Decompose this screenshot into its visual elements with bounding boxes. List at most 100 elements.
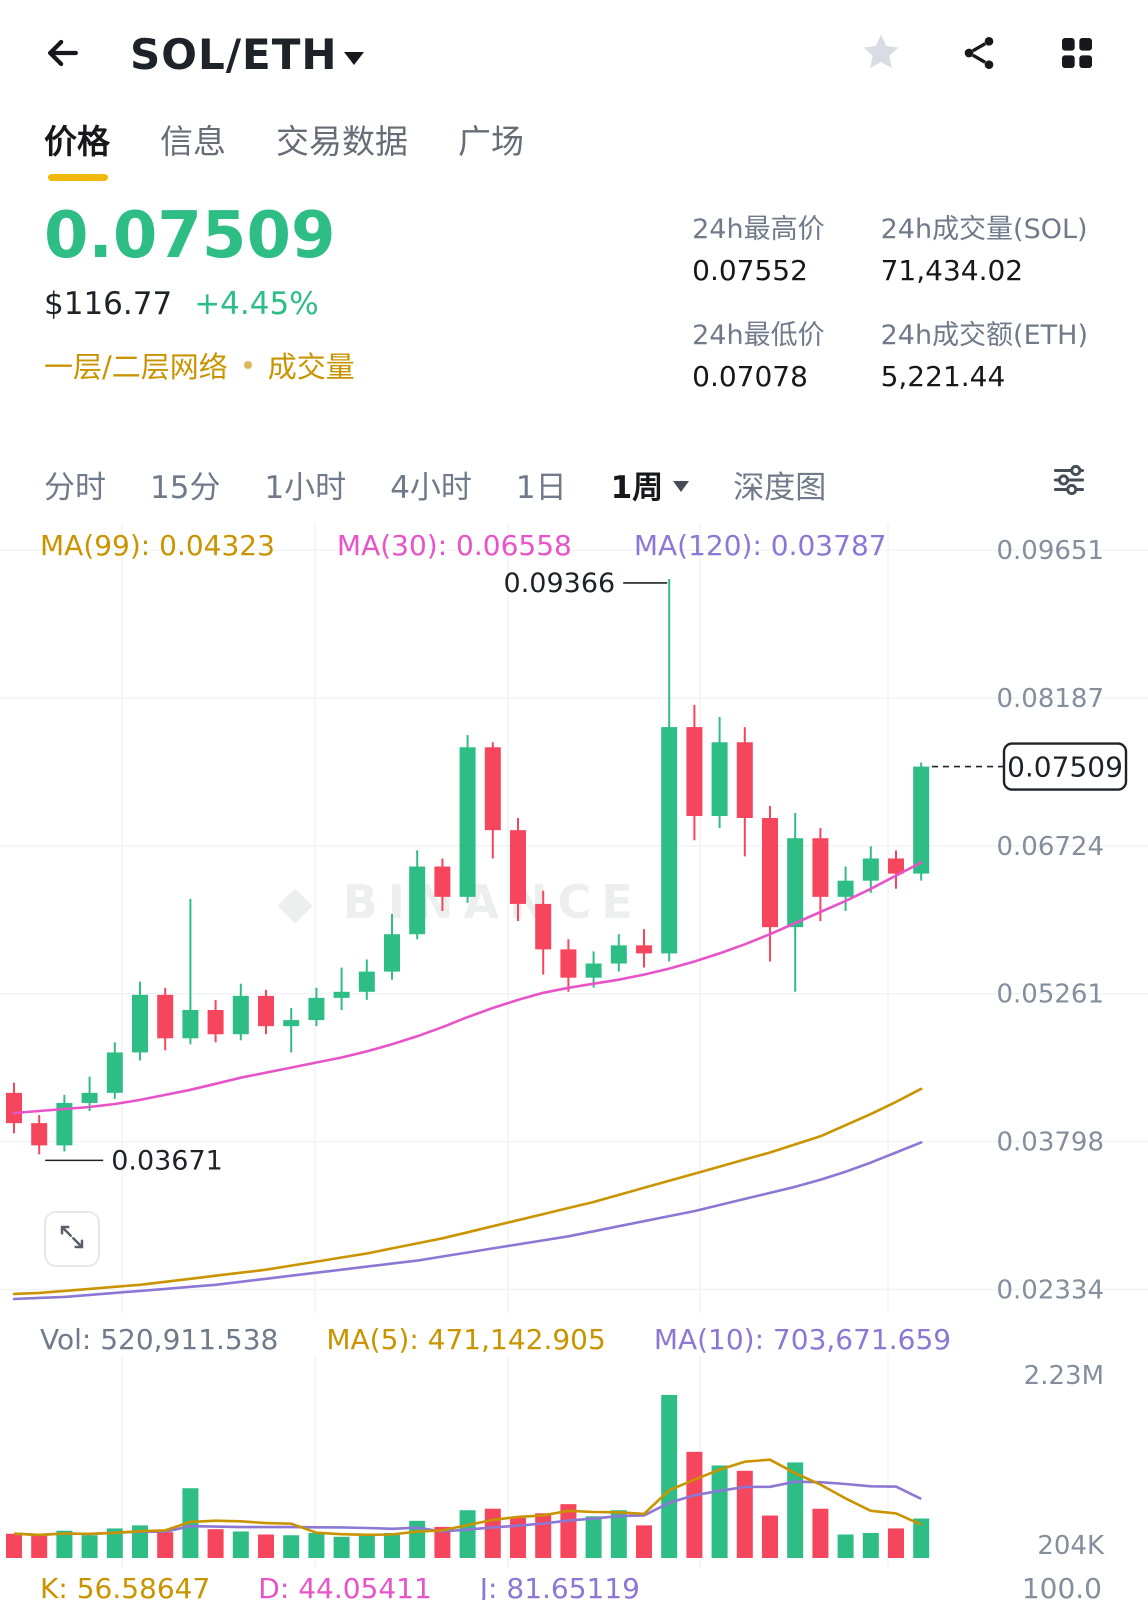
- pair-selector[interactable]: SOL/ETH: [112, 30, 364, 79]
- svg-text:0.08187: 0.08187: [996, 684, 1104, 714]
- volume-bar: [106, 1528, 123, 1558]
- chart-settings-icon: [1050, 461, 1088, 507]
- tf-1w[interactable]: 1周: [611, 462, 690, 507]
- ma120-line: [12, 1141, 923, 1301]
- volume-bar: [132, 1525, 148, 1558]
- candle-body: [283, 1020, 300, 1027]
- ma120-legend: MA(120): 0.03787: [633, 529, 887, 562]
- back-button[interactable]: [40, 32, 86, 78]
- candle-body: [913, 766, 930, 874]
- ma99-legend: MA(99): 0.04323: [40, 529, 275, 562]
- chart-settings-button[interactable]: [1046, 461, 1092, 507]
- volume-bars: [6, 1394, 930, 1558]
- stats-grid: 24h最高价 24h成交量(SOL) 0.07552 71,434.02 24h…: [692, 207, 1088, 419]
- tab-info[interactable]: 信息: [160, 115, 226, 181]
- volume-bar: [207, 1529, 224, 1558]
- volume-axis-max: 2.23M: [1024, 1361, 1104, 1391]
- volume-tag[interactable]: 成交量: [267, 350, 355, 385]
- price-axis-labels: 0.09651 0.08187 0.06724 0.05261 0.03798 0.023…: [996, 536, 1104, 1305]
- volume-bar: [812, 1508, 829, 1558]
- volume-chart[interactable]: 2.23M 204K: [0, 1356, 1148, 1568]
- volume-bar: [358, 1534, 375, 1558]
- tf-label: 1日: [515, 469, 567, 506]
- candle-body: [787, 838, 804, 928]
- candle-body: [484, 747, 501, 831]
- candle-body: [535, 903, 552, 950]
- volume-bar: [81, 1535, 98, 1558]
- candle-body: [510, 830, 526, 904]
- volume-pane: Vol: 520,911.538 MA(5): 471,142.905 MA(1…: [0, 1323, 1148, 1568]
- apps-button[interactable]: [1054, 32, 1100, 78]
- volume-bar: [736, 1470, 753, 1558]
- candle-body: [762, 818, 778, 928]
- network-tag[interactable]: 一层/二层网络: [44, 350, 228, 385]
- svg-text:0.02334: 0.02334: [996, 1275, 1104, 1305]
- candle-body: [6, 1092, 22, 1124]
- candle-body: [157, 994, 174, 1039]
- candle-body: [106, 1052, 123, 1093]
- volume-bar: [6, 1533, 22, 1558]
- expand-icon: [57, 1222, 87, 1256]
- price-summary: 0.07509 $116.77 +4.45% 一层/二层网络 成交量 24h最高…: [0, 181, 1148, 419]
- tab-square[interactable]: 广场: [458, 115, 524, 181]
- candle-body: [560, 949, 577, 978]
- tf-label: 15分: [150, 469, 221, 506]
- tf-15m[interactable]: 15分: [150, 462, 220, 507]
- volume-bar: [258, 1534, 274, 1558]
- grid-lines: [0, 523, 1148, 1313]
- kdj-k-label: K: 56.58647: [40, 1572, 211, 1600]
- volume-bar: [308, 1532, 325, 1558]
- share-icon: [959, 33, 999, 77]
- volume-bar: [585, 1516, 602, 1558]
- candle-body: [182, 1009, 199, 1039]
- tf-realtime[interactable]: 分时: [44, 462, 106, 507]
- low-annotation: 0.03671: [111, 1145, 223, 1176]
- candlestick-chart[interactable]: 0.09651 0.08187 0.06724 0.05261 0.03798 0.023…: [0, 523, 1148, 1315]
- stat-value: 0.07078: [692, 360, 808, 393]
- top-tabs: 价格 信息 交易数据 广场: [0, 79, 1148, 181]
- header: SOL/ETH: [0, 0, 1148, 79]
- volume-bar: [787, 1462, 804, 1558]
- favorite-button[interactable]: [858, 32, 904, 78]
- candle-body: [837, 880, 854, 897]
- kdj-indicator-row: K: 56.58647 D: 44.05411 J: 81.65119 100.…: [0, 1568, 1148, 1600]
- volume-bar: [762, 1515, 778, 1558]
- candle-body: [232, 995, 249, 1035]
- kdj-axis-top-label: 100.0: [1021, 1572, 1102, 1600]
- star-icon: [859, 31, 903, 79]
- svg-text:0.06724: 0.06724: [996, 832, 1104, 862]
- svg-text:0.09651: 0.09651: [996, 536, 1104, 566]
- candle-body: [132, 994, 148, 1053]
- binance-logo-icon: ◆: [277, 875, 323, 929]
- candle-body: [207, 1009, 224, 1035]
- candle-body: [56, 1102, 73, 1146]
- kdj-d-label: D: 44.05411: [258, 1572, 432, 1600]
- last-price-tag: [1002, 742, 1128, 791]
- volume-bar: [56, 1530, 73, 1558]
- volume-ma5-line: [13, 1458, 922, 1537]
- volume-bar: [510, 1517, 526, 1558]
- candle-body: [81, 1092, 98, 1103]
- candle-body: [711, 742, 728, 817]
- fullscreen-button[interactable]: [44, 1211, 100, 1267]
- tf-1h[interactable]: 1小时: [264, 462, 346, 507]
- tab-price-label: 价格: [44, 122, 110, 161]
- tf-1d[interactable]: 1日: [516, 462, 567, 507]
- tf-label: 深度图: [733, 469, 827, 506]
- tab-trading-data-label: 交易数据: [276, 122, 408, 161]
- volume-bar: [661, 1394, 678, 1558]
- last-price: 0.07509: [44, 199, 336, 273]
- volume-bar: [711, 1465, 728, 1558]
- share-button[interactable]: [956, 32, 1002, 78]
- svg-text:0.03798: 0.03798: [996, 1128, 1104, 1158]
- volume-bar: [157, 1532, 174, 1558]
- stat-label: 24h最高价: [692, 214, 825, 245]
- tf-4h[interactable]: 4小时: [390, 462, 472, 507]
- tf-label: 分时: [44, 469, 106, 506]
- tf-depth[interactable]: 深度图: [733, 462, 826, 507]
- ma30-legend: MA(30): 0.06558: [336, 529, 572, 562]
- tab-trading-data[interactable]: 交易数据: [276, 115, 408, 181]
- candle-body: [31, 1123, 48, 1146]
- tab-price[interactable]: 价格: [44, 115, 110, 181]
